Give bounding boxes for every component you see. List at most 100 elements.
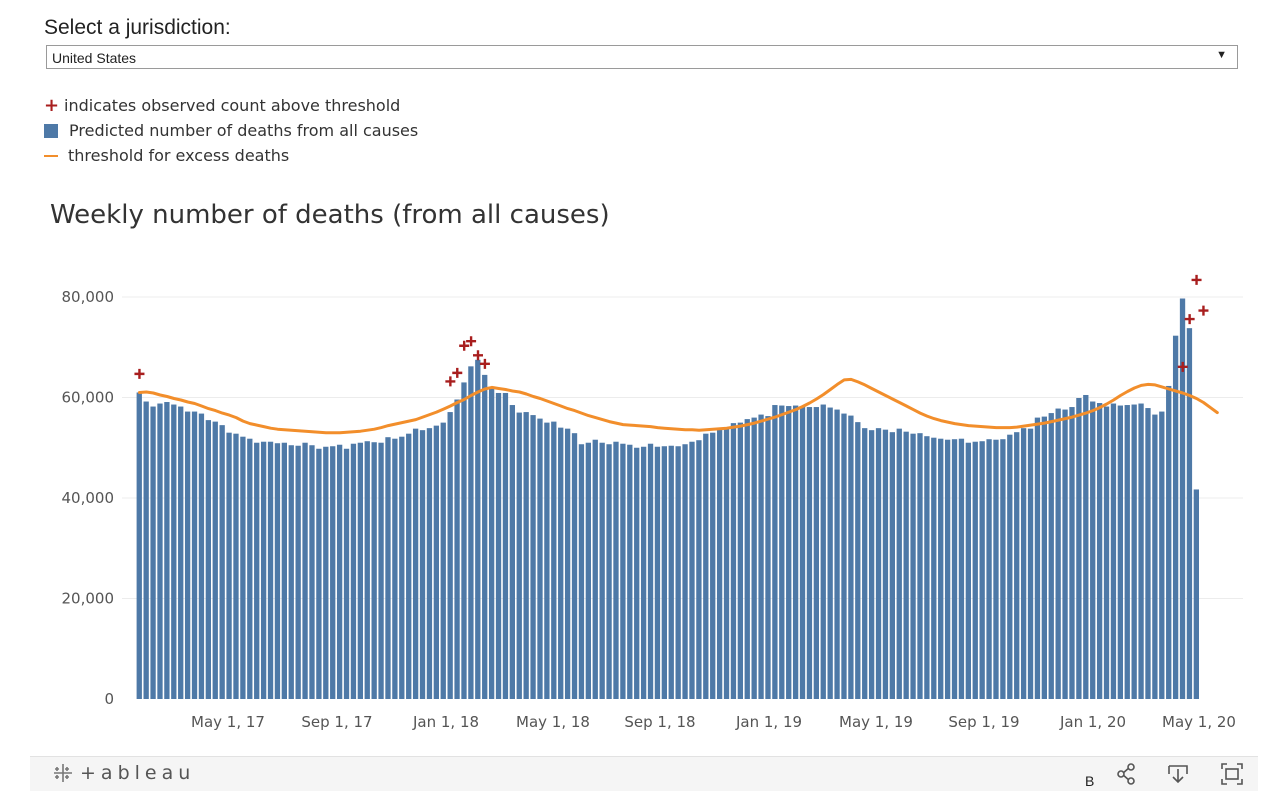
bar: [150, 406, 156, 699]
download-icon[interactable]: [1165, 761, 1191, 787]
bar: [806, 407, 813, 699]
bar: [371, 442, 377, 699]
footer-letter: B: [1085, 773, 1095, 789]
bar: [157, 403, 163, 699]
legend-item-predicted-deaths: Predicted number of deaths from all caus…: [44, 118, 418, 143]
y-tick-label: 80,000: [62, 288, 115, 306]
bar: [716, 428, 723, 699]
bar: [461, 382, 467, 699]
bar: [910, 433, 916, 699]
excess-marker: [445, 376, 456, 387]
bar: [627, 444, 633, 699]
bar: [426, 428, 433, 699]
bar: [1007, 434, 1013, 699]
bar: [834, 409, 840, 699]
bar: [1000, 439, 1006, 699]
x-tick-label: Jan 1, 20: [1059, 713, 1126, 731]
bar: [661, 446, 667, 699]
bar: [599, 442, 605, 699]
bar: [205, 420, 211, 699]
bar: [1062, 409, 1068, 699]
jurisdiction-selected-value: United States: [52, 50, 137, 66]
bar: [1172, 335, 1179, 699]
bar: [260, 441, 267, 699]
bar: [219, 425, 225, 699]
x-tick-label: Sep 1, 17: [301, 713, 372, 731]
bar: [357, 442, 363, 699]
x-tick-label: Sep 1, 18: [624, 713, 695, 731]
bar: [1193, 489, 1199, 699]
bar: [668, 445, 674, 699]
legend-item-threshold-exceeded: + indicates observed count above thresho…: [44, 93, 418, 118]
bar: [1179, 298, 1186, 699]
bar: [281, 442, 287, 699]
bar: [827, 407, 833, 699]
bar: [523, 412, 529, 699]
bar: [875, 428, 882, 699]
jurisdiction-label: Select a jurisdiction:: [44, 16, 231, 39]
bar: [682, 444, 688, 699]
bar: [1083, 394, 1089, 699]
bar: [634, 447, 640, 699]
legend-label: indicates observed count above threshold: [64, 96, 401, 115]
bar: [516, 412, 522, 699]
bar: [862, 428, 868, 699]
bar: [350, 443, 357, 699]
excess-marker: [1177, 361, 1188, 372]
bar: [1076, 398, 1082, 699]
bar: [1090, 401, 1096, 699]
bar: [799, 406, 806, 699]
bar: [440, 422, 446, 699]
bar: [924, 436, 930, 699]
jurisdiction-select[interactable]: United States ▼: [46, 45, 1238, 69]
bar: [882, 429, 889, 699]
chart-title: Weekly number of deaths (from all causes…: [50, 200, 610, 230]
bar: [419, 430, 426, 699]
chevron-down-icon[interactable]: ▼: [1216, 49, 1227, 61]
bar: [917, 433, 923, 699]
bar: [1152, 414, 1158, 699]
bar: [1027, 428, 1034, 699]
share-icon[interactable]: [1113, 761, 1139, 787]
y-tick-label: 40,000: [62, 489, 115, 507]
bar: [198, 413, 205, 699]
legend-label: Predicted number of deaths from all caus…: [69, 121, 419, 140]
bar: [482, 374, 488, 699]
x-tick-label: Jan 1, 19: [735, 713, 802, 731]
x-tick-label: May 1, 19: [839, 713, 913, 731]
bar: [993, 439, 999, 699]
bar: [171, 404, 177, 699]
bar: [178, 406, 184, 699]
bar: [406, 433, 412, 699]
excess-marker: [459, 340, 470, 351]
bar: [606, 444, 612, 699]
bar: [1034, 417, 1041, 699]
bar: [184, 411, 191, 699]
bar: [944, 439, 951, 699]
bar: [675, 446, 681, 699]
bar: [647, 443, 654, 699]
x-tick-label: May 1, 20: [1162, 713, 1236, 731]
tableau-logo[interactable]: +ableau: [52, 762, 195, 784]
bar: [958, 438, 965, 699]
bar: [792, 405, 799, 699]
bar: [240, 436, 246, 699]
bar: [889, 432, 895, 699]
bar: [143, 401, 149, 699]
bar: [226, 432, 232, 699]
bar: [696, 440, 702, 699]
bar: [972, 441, 978, 699]
x-tick-label: Jan 1, 18: [412, 713, 479, 731]
bar: [495, 392, 502, 699]
bar: [723, 428, 730, 699]
bar: [779, 405, 785, 699]
bar: [1041, 416, 1047, 699]
bar: [295, 445, 301, 699]
fullscreen-icon[interactable]: [1219, 761, 1245, 787]
bar: [316, 448, 322, 699]
threshold-line: [138, 377, 1219, 435]
bar: [1069, 407, 1075, 699]
legend-label: threshold for excess deaths: [68, 146, 290, 165]
bar: [1186, 328, 1193, 699]
excess-marker: [1184, 314, 1195, 325]
